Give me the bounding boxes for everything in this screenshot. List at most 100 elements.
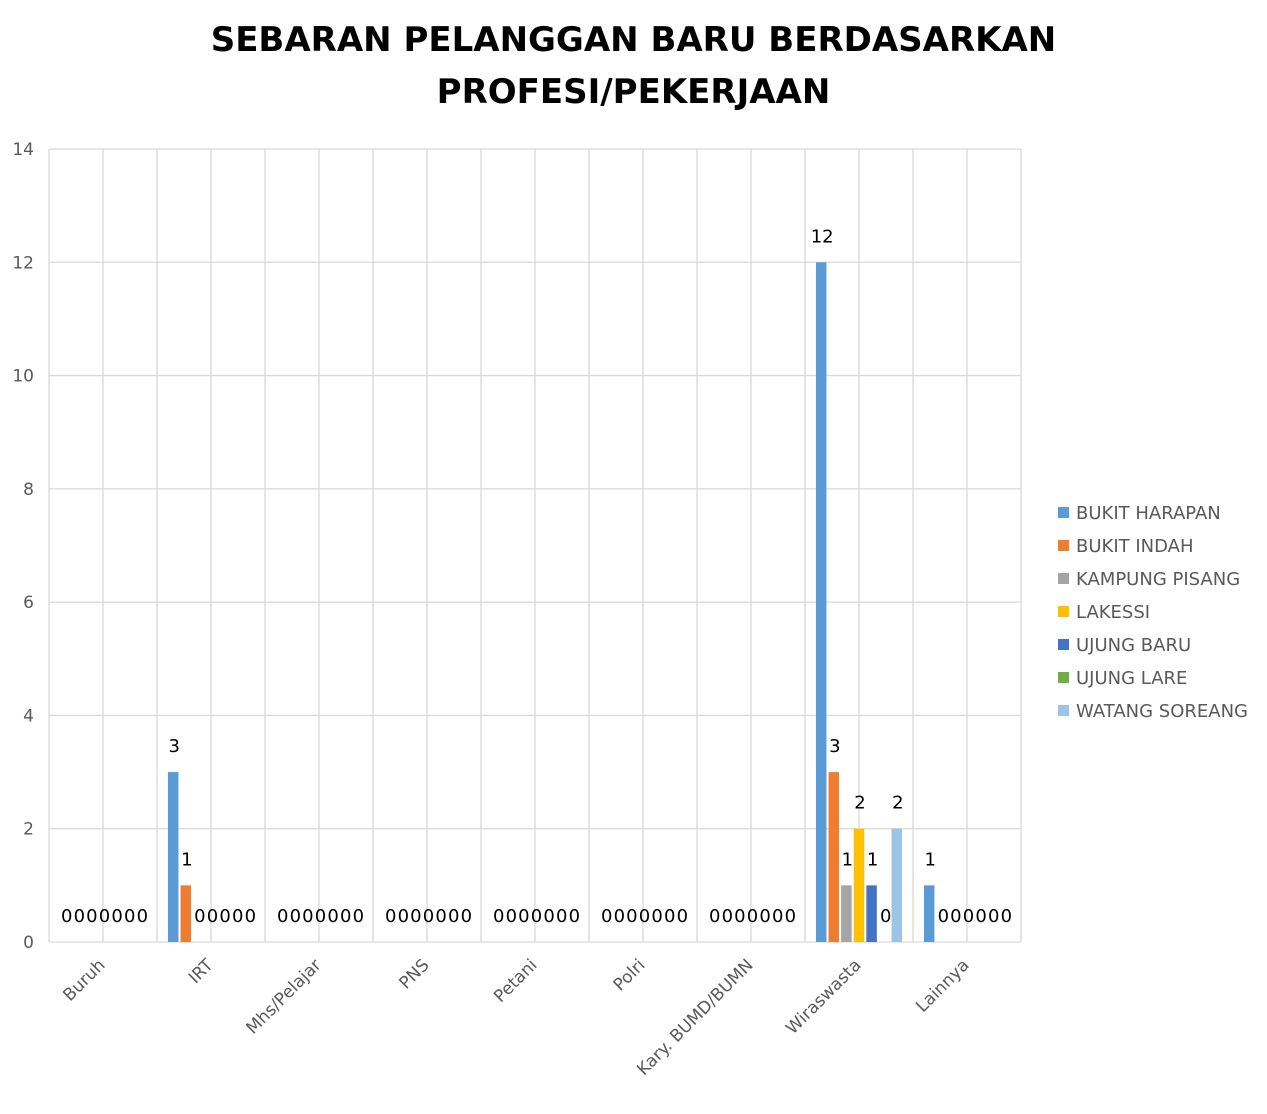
legend-swatch-lakessi [1058, 606, 1069, 617]
chart-title-line-1: SEBARAN PELANGGAN BARU BERDASARKAN [210, 20, 1057, 60]
legend-swatch-watang-soreang [1058, 705, 1069, 716]
data-label-lainnya-watang-soreang: 0 [1001, 906, 1012, 927]
legend-swatch-kampung-pisang [1058, 573, 1069, 584]
data-label-buruh-bukit-indah: 0 [74, 906, 85, 927]
data-label-pns-kampung-pisang: 0 [410, 906, 421, 927]
data-label-petani-watang-soreang: 0 [569, 906, 580, 927]
data-label-petani-lakessi: 0 [531, 906, 542, 927]
y-tick-label-2: 2 [23, 820, 34, 840]
legend-swatch-ujung-baru [1058, 639, 1069, 650]
data-label-pns-ujung-baru: 0 [435, 906, 446, 927]
data-label-wiraswasta-bukit-indah: 3 [829, 736, 840, 757]
legend-swatch-ujung-lare [1058, 672, 1069, 683]
x-tick-label-mhs-pelajar: Mhs/Pelajar [243, 955, 326, 1038]
y-tick-label-0: 0 [23, 933, 34, 953]
data-label-mhs-pelajar-kampung-pisang: 0 [302, 906, 313, 927]
legend-label-bukit-harapan: BUKIT HARAPAN [1076, 503, 1221, 524]
data-label-kary-bumd-bumn-kampung-pisang: 0 [734, 906, 745, 927]
data-label-mhs-pelajar-lakessi: 0 [315, 906, 326, 927]
data-label-irt-ujung-lare: 0 [232, 906, 243, 927]
x-tick-label-irt: IRT [185, 955, 218, 988]
data-label-petani-ujung-baru: 0 [543, 906, 554, 927]
data-label-buruh-ujung-baru: 0 [111, 906, 122, 927]
data-label-buruh-kampung-pisang: 0 [86, 906, 97, 927]
bar-wiraswasta-kampung-pisang [841, 885, 852, 942]
data-label-kary-bumd-bumn-lakessi: 0 [747, 906, 758, 927]
x-tick-label-lainnya: Lainnya [912, 955, 973, 1016]
data-label-polri-lakessi: 0 [639, 906, 650, 927]
data-label-polri-bukit-harapan: 0 [601, 906, 612, 927]
data-label-mhs-pelajar-ujung-lare: 0 [340, 906, 351, 927]
bar-wiraswasta-lakessi [853, 828, 865, 942]
data-label-pns-bukit-indah: 0 [398, 906, 409, 927]
data-label-wiraswasta-watang-soreang: 2 [892, 793, 903, 814]
data-label-lainnya-ujung-lare: 0 [988, 906, 999, 927]
legend-label-kampung-pisang: KAMPUNG PISANG [1076, 569, 1240, 590]
data-label-pns-watang-soreang: 0 [461, 906, 472, 927]
data-label-kary-bumd-bumn-watang-soreang: 0 [785, 906, 796, 927]
y-tick-label-8: 8 [23, 480, 34, 500]
x-tick-label-kary-bumd-bumn: Kary. BUMD/BUMN [633, 955, 757, 1079]
data-label-pns-lakessi: 0 [423, 906, 434, 927]
legend-label-ujung-baru: UJUNG BARU [1076, 635, 1191, 656]
data-label-lainnya-bukit-harapan: 1 [924, 849, 935, 870]
data-label-buruh-bukit-harapan: 0 [61, 906, 72, 927]
data-label-kary-bumd-bumn-ujung-lare: 0 [772, 906, 783, 927]
data-label-polri-kampung-pisang: 0 [626, 906, 637, 927]
legend-label-watang-soreang: WATANG SOREANG [1076, 701, 1248, 722]
data-label-mhs-pelajar-watang-soreang: 0 [353, 906, 364, 927]
bar-lainnya-bukit-harapan [923, 885, 935, 942]
y-tick-label-12: 12 [12, 253, 34, 273]
bar-wiraswasta-ujung-baru [866, 885, 877, 942]
legend-swatch-bukit-indah [1058, 540, 1069, 551]
legend-label-ujung-lare: UJUNG LARE [1076, 668, 1187, 689]
data-label-irt-ujung-baru: 0 [219, 906, 230, 927]
data-label-wiraswasta-ujung-baru: 1 [867, 849, 878, 870]
data-label-buruh-watang-soreang: 0 [137, 906, 148, 927]
legend-label-lakessi: LAKESSI [1076, 602, 1150, 623]
data-label-pns-ujung-lare: 0 [448, 906, 459, 927]
bar-irt-bukit-indah [180, 885, 192, 942]
data-label-petani-ujung-lare: 0 [556, 906, 567, 927]
data-label-polri-bukit-indah: 0 [614, 906, 625, 927]
data-label-irt-lakessi: 0 [207, 906, 218, 927]
data-label-wiraswasta-bukit-harapan: 12 [811, 226, 834, 247]
data-label-buruh-ujung-lare: 0 [124, 906, 135, 927]
y-tick-label-14: 14 [12, 140, 34, 160]
x-tick-label-petani: Petani [490, 955, 541, 1006]
bar-wiraswasta-bukit-indah [828, 772, 840, 942]
data-label-lainnya-bukit-indah: 0 [938, 906, 949, 927]
data-label-irt-bukit-indah: 1 [181, 849, 192, 870]
data-label-pns-bukit-harapan: 0 [385, 906, 396, 927]
data-label-petani-kampung-pisang: 0 [518, 906, 529, 927]
chart-title-line-2: PROFESI/PEKERJAAN [436, 72, 831, 112]
legend-label-bukit-indah: BUKIT INDAH [1076, 536, 1194, 557]
x-tick-label-polri: Polri [610, 955, 650, 995]
y-tick-label-6: 6 [23, 593, 34, 613]
data-label-kary-bumd-bumn-bukit-harapan: 0 [709, 906, 720, 927]
legend-swatch-bukit-harapan [1058, 507, 1069, 518]
bar-wiraswasta-bukit-harapan [815, 262, 827, 942]
data-label-petani-bukit-indah: 0 [506, 906, 517, 927]
chart-title: SEBARAN PELANGGAN BARU BERDASARKAN PROFE… [0, 14, 1267, 118]
data-label-kary-bumd-bumn-bukit-indah: 0 [722, 906, 733, 927]
data-label-irt-bukit-harapan: 3 [168, 736, 179, 757]
data-label-buruh-lakessi: 0 [99, 906, 110, 927]
x-tick-label-buruh: Buruh [59, 955, 109, 1005]
x-tick-label-pns: PNS [396, 955, 434, 993]
bar-irt-bukit-harapan [167, 772, 179, 942]
x-tick-label-wiraswasta: Wiraswasta [782, 955, 865, 1038]
data-label-irt-watang-soreang: 0 [245, 906, 256, 927]
data-label-irt-kampung-pisang: 0 [194, 906, 205, 927]
data-label-mhs-pelajar-bukit-indah: 0 [290, 906, 301, 927]
data-label-lainnya-kampung-pisang: 0 [950, 906, 961, 927]
data-label-polri-ujung-baru: 0 [651, 906, 662, 927]
y-tick-label-4: 4 [23, 706, 34, 726]
bar-wiraswasta-watang-soreang [891, 828, 903, 942]
data-label-wiraswasta-lakessi: 2 [854, 793, 865, 814]
data-label-mhs-pelajar-ujung-baru: 0 [327, 906, 338, 927]
data-label-mhs-pelajar-bukit-harapan: 0 [277, 906, 288, 927]
data-label-lainnya-ujung-baru: 0 [975, 906, 986, 927]
